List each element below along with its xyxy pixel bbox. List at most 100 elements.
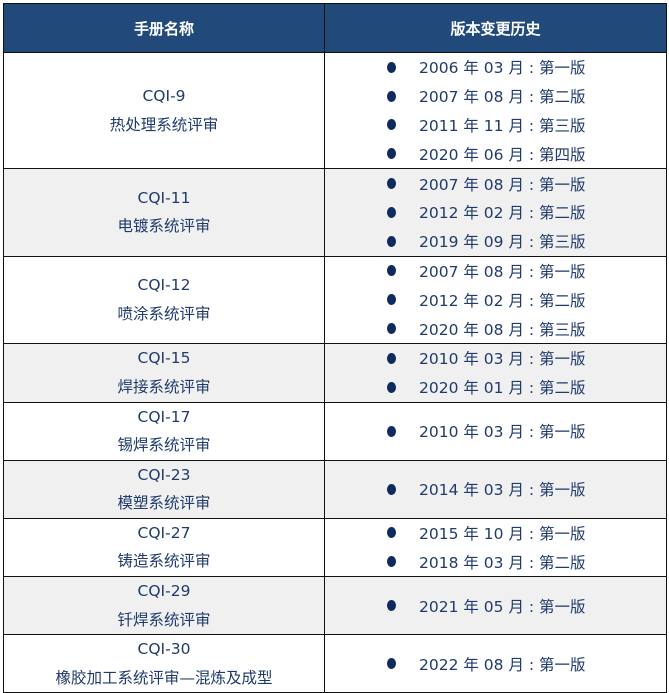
manual-code: CQI-29 xyxy=(137,582,191,601)
history-text: 2020 年 08 月 : 第三版 xyxy=(419,320,586,339)
history-item: 2011 年 11 月 : 第三版 xyxy=(387,111,666,140)
history-text: 2010 年 03 月 : 第一版 xyxy=(419,423,586,442)
manual-title: 热处理系统评审 xyxy=(109,115,219,134)
manual-code: CQI-27 xyxy=(137,523,191,542)
manual-name-cell: CQI-15 焊接系统评审 xyxy=(3,342,325,403)
table-row: CQI-30 橡胶加工系统评审—混炼及成型 2022 年 08 月 : 第一版 xyxy=(3,634,667,693)
bullet-icon xyxy=(387,527,396,539)
bullet-icon xyxy=(387,381,396,393)
manual-code: CQI-17 xyxy=(137,407,191,426)
history-text: 2018 年 03 月 : 第二版 xyxy=(419,553,586,572)
bullet-icon xyxy=(387,352,396,364)
table-row: CQI-17 锡焊系统评审 2010 年 03 月 : 第一版 xyxy=(3,401,667,461)
history-item: 2019 年 09 月 : 第三版 xyxy=(387,227,666,256)
manual-title: 橡胶加工系统评审—混炼及成型 xyxy=(55,668,273,687)
history-item: 2018 年 03 月 : 第二版 xyxy=(387,547,666,576)
history-text: 2019 年 09 月 : 第三版 xyxy=(419,233,586,252)
history-text: 2012 年 02 月 : 第二版 xyxy=(419,291,586,310)
history-item: 2020 年 01 月 : 第二版 xyxy=(387,373,666,402)
history-text: 2010 年 03 月 : 第一版 xyxy=(419,350,586,369)
history-item: 2014 年 03 月 : 第一版 xyxy=(387,475,666,504)
history-item: 2012 年 02 月 : 第二版 xyxy=(387,198,666,227)
manual-code: CQI-11 xyxy=(137,188,191,207)
history-text: 2007 年 08 月 : 第一版 xyxy=(419,262,586,281)
manual-code: CQI-15 xyxy=(137,349,191,368)
manual-name-cell: CQI-9 热处理系统评审 xyxy=(3,51,325,170)
history-text: 2020 年 06 月 : 第四版 xyxy=(419,145,586,164)
manual-title: 锡焊系统评审 xyxy=(117,436,211,455)
manual-name-cell: CQI-29 钎焊系统评审 xyxy=(3,576,325,636)
table-row: CQI-23 模塑系统评审 2014 年 03 月 : 第一版 xyxy=(3,459,667,519)
manual-version-table: 手册名称 版本变更历史 CQI-9 热处理系统评审 2006 年 03 月 : … xyxy=(3,3,667,693)
history-item: 2021 年 05 月 : 第一版 xyxy=(387,591,666,620)
version-history-cell: 2006 年 03 月 : 第一版 2007 年 08 月 : 第二版 2011 年… xyxy=(324,51,667,170)
history-text: 2014 年 03 月 : 第一版 xyxy=(419,481,586,500)
manual-name-cell: CQI-27 铸造系统评审 xyxy=(3,517,325,578)
bullet-icon xyxy=(387,235,396,247)
history-text: 2006 年 03 月 : 第一版 xyxy=(419,59,586,78)
bullet-icon xyxy=(387,483,396,495)
history-text: 2011 年 11 月 : 第三版 xyxy=(419,116,586,135)
history-item: 2015 年 10 月 : 第一版 xyxy=(387,519,666,548)
history-item: 2007 年 08 月 : 第二版 xyxy=(387,82,666,111)
bullet-icon xyxy=(387,600,396,612)
bullet-icon xyxy=(387,206,396,218)
history-text: 2012 年 02 月 : 第二版 xyxy=(419,204,586,223)
history-item: 2020 年 08 月 : 第三版 xyxy=(387,314,666,343)
manual-title: 喷涂系统评审 xyxy=(117,304,211,323)
bullet-icon xyxy=(387,658,396,670)
bullet-icon xyxy=(387,265,396,277)
bullet-icon xyxy=(387,61,396,73)
manual-name-cell: CQI-17 锡焊系统评审 xyxy=(3,401,325,461)
bullet-icon xyxy=(387,119,396,131)
table-row: CQI-11 电镀系统评审 2007 年 08 月 : 第一版 2012 年 02… xyxy=(3,168,667,257)
manual-name-cell: CQI-23 模塑系统评审 xyxy=(3,459,325,519)
version-history-cell: 2014 年 03 月 : 第一版 xyxy=(324,459,667,519)
version-history-cell: 2010 年 03 月 : 第一版 xyxy=(324,401,667,461)
bullet-icon xyxy=(387,425,396,437)
table-row: CQI-29 钎焊系统评审 2021 年 05 月 : 第一版 xyxy=(3,576,667,636)
bullet-icon xyxy=(387,294,396,306)
bullet-icon xyxy=(387,178,396,190)
history-item: 2010 年 03 月 : 第一版 xyxy=(387,417,666,446)
table-row: CQI-9 热处理系统评审 2006 年 03 月 : 第一版 2007 年 08… xyxy=(3,51,667,170)
history-item: 2007 年 08 月 : 第一版 xyxy=(387,169,666,198)
manual-code: CQI-23 xyxy=(137,465,191,484)
header-row: 手册名称 版本变更历史 xyxy=(3,3,667,53)
version-history-cell: 2021 年 05 月 : 第一版 xyxy=(324,576,667,636)
version-history-cell: 2022 年 08 月 : 第一版 xyxy=(324,634,667,693)
bullet-icon xyxy=(387,556,396,568)
history-item: 2006 年 03 月 : 第一版 xyxy=(387,53,666,82)
manual-name-cell: CQI-11 电镀系统评审 xyxy=(3,168,325,257)
history-text: 2020 年 01 月 : 第二版 xyxy=(419,379,586,398)
history-item: 2022 年 08 月 : 第一版 xyxy=(387,649,666,678)
manual-title: 电镀系统评审 xyxy=(117,217,211,236)
manual-code: CQI-12 xyxy=(137,276,191,295)
history-item: 2010 年 03 月 : 第一版 xyxy=(387,344,666,373)
version-history-cell: 2015 年 10 月 : 第一版 2018 年 03 月 : 第二版 xyxy=(324,517,667,578)
version-history-cell: 2007 年 08 月 : 第一版 2012 年 02 月 : 第二版 2019 年… xyxy=(324,168,667,257)
header-manual-name: 手册名称 xyxy=(3,3,325,53)
table-row: CQI-15 焊接系统评审 2010 年 03 月 : 第一版 2020 年 01… xyxy=(3,342,667,403)
history-text: 2007 年 08 月 : 第二版 xyxy=(419,88,586,107)
manual-title: 模塑系统评审 xyxy=(117,494,211,513)
history-text: 2021 年 05 月 : 第一版 xyxy=(419,597,586,616)
version-history-cell: 2010 年 03 月 : 第一版 2020 年 01 月 : 第二版 xyxy=(324,342,667,403)
history-item: 2007 年 08 月 : 第一版 xyxy=(387,257,666,286)
manual-title: 焊接系统评审 xyxy=(117,377,211,396)
manual-title: 钎焊系统评审 xyxy=(117,610,211,629)
history-text: 2022 年 08 月 : 第一版 xyxy=(419,655,586,674)
table-row: CQI-12 喷涂系统评审 2007 年 08 月 : 第一版 2012 年 02… xyxy=(3,255,667,344)
manual-name-cell: CQI-30 橡胶加工系统评审—混炼及成型 xyxy=(3,634,325,693)
bullet-icon xyxy=(387,90,396,102)
manual-code: CQI-9 xyxy=(142,87,186,106)
history-item: 2012 年 02 月 : 第二版 xyxy=(387,285,666,314)
table-row: CQI-27 铸造系统评审 2015 年 10 月 : 第一版 2018 年 03… xyxy=(3,517,667,578)
bullet-icon xyxy=(387,148,396,160)
manual-title: 铸造系统评审 xyxy=(117,552,211,571)
manual-name-cell: CQI-12 喷涂系统评审 xyxy=(3,255,325,344)
version-history-cell: 2007 年 08 月 : 第一版 2012 年 02 月 : 第二版 2020 年… xyxy=(324,255,667,344)
history-text: 2015 年 10 月 : 第一版 xyxy=(419,524,586,543)
history-item: 2020 年 06 月 : 第四版 xyxy=(387,139,666,168)
history-text: 2007 年 08 月 : 第一版 xyxy=(419,175,586,194)
